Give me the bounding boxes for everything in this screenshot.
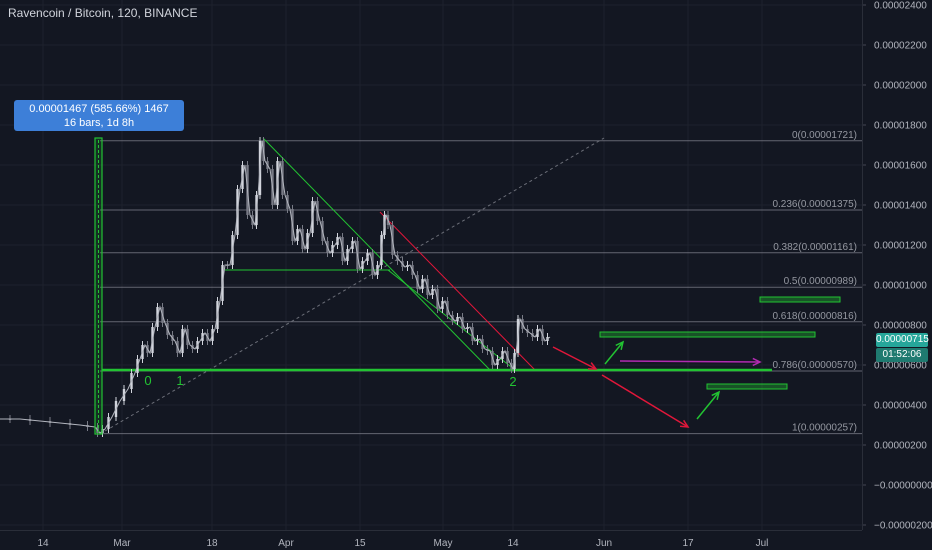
green-arrow-1: [604, 341, 624, 365]
fib-level-label: 0.382(0.00001161): [773, 242, 857, 253]
fib-level-label: 0(0.00001721): [792, 130, 857, 141]
exchange: BINANCE: [144, 6, 198, 20]
y-tick-label: 0.00001400: [874, 201, 927, 212]
x-tick-label: Jun: [596, 538, 612, 549]
symbol-name: Ravencoin / Bitcoin: [8, 6, 111, 20]
grid-lines: [0, 0, 862, 530]
x-tick-label: 14: [507, 538, 519, 549]
price-axis: 0.00002400 0.00002200 0.00002000 0.00001800…: [862, 1, 932, 532]
price-axis-border: [862, 0, 863, 530]
measure-tooltip-line2: 16 bars, 1d 8h: [63, 117, 135, 129]
y-tick-label: 0.00002400: [874, 1, 927, 12]
y-tick-label: 0.00001200: [874, 241, 927, 252]
red-arrow-2-head: [679, 419, 690, 428]
y-tick-label: 0.00000400: [874, 401, 927, 412]
x-tick-label: 14: [37, 538, 49, 549]
x-tick-label: Mar: [113, 538, 131, 549]
wave-label: 2: [509, 374, 516, 389]
time-axis-border: [0, 530, 862, 531]
measure-tooltip: 0.00001467 (585.66%) 1467 16 bars, 1d 8h: [14, 100, 184, 131]
chart-title: Ravencoin / Bitcoin, 120, BINANCE: [8, 6, 198, 20]
red-trend-line: [379, 211, 536, 371]
countdown-tag: 01:52:06: [876, 348, 928, 362]
y-tick-label: 0.00000200: [874, 441, 927, 452]
fib-level-label: 0.786(0.00000570): [772, 360, 857, 371]
fib-level-label: 1(0.00000257): [792, 423, 857, 434]
wave-label: 0: [144, 373, 151, 388]
wave-label: 1: [176, 373, 183, 388]
y-tick-label: 0.00000600: [874, 361, 927, 372]
green-arrow-2: [696, 391, 720, 420]
y-tick-label: 0.00001800: [874, 121, 927, 132]
target-box-mid: [599, 331, 816, 338]
fib-retracement: 0(0.00001721) 0.236(0.00001375) 0.382(0.00…: [99, 130, 862, 435]
green-channel-upper: [262, 137, 491, 371]
x-tick-label: 18: [206, 538, 218, 549]
last-price-tag: 0.00000715: [876, 333, 929, 347]
x-tick-label: May: [434, 538, 453, 549]
price-series: [0, 137, 551, 437]
y-tick-label: 0.00001000: [874, 281, 927, 292]
fib-level-label: 0.5(0.00000989): [784, 276, 857, 287]
y-tick-label: 0.00000800: [874, 321, 927, 332]
x-tick-label: 15: [354, 538, 366, 549]
annotations: 0 1 2: [94, 137, 841, 435]
red-arrow-2: [601, 374, 689, 428]
y-tick-label: −0.00000000: [874, 481, 932, 492]
fib-level-label: 0.236(0.00001375): [772, 199, 857, 210]
target-box-upper: [759, 296, 841, 303]
price-line: [0, 140, 551, 434]
x-tick-label: Jul: [756, 538, 769, 549]
purple-arrow: [619, 360, 761, 363]
y-tick-label: 0.00001600: [874, 161, 927, 172]
y-tick-label: −0.00000200: [874, 521, 932, 532]
target-box-lower: [706, 383, 788, 390]
measure-tooltip-line1: 0.00001467 (585.66%) 1467: [29, 103, 169, 115]
green-arrow-2-head: [711, 390, 721, 400]
purple-arrow-head: [752, 357, 762, 367]
fib-trend-line: [99, 137, 605, 435]
interval: 120: [117, 6, 138, 20]
red-arrow-1-head: [587, 362, 598, 370]
green-arrow-1-head: [615, 340, 625, 350]
red-arrow-1: [552, 346, 597, 370]
y-tick-label: 0.00002000: [874, 81, 927, 92]
time-axis: 14 Mar 18 Apr 15 May 14 Jun 17 Jul: [37, 538, 768, 549]
x-tick-label: Apr: [278, 538, 294, 549]
fib-level-label: 0.618(0.00000816): [772, 311, 857, 322]
y-tick-label: 0.00002200: [874, 41, 927, 52]
x-tick-label: 17: [682, 538, 694, 549]
